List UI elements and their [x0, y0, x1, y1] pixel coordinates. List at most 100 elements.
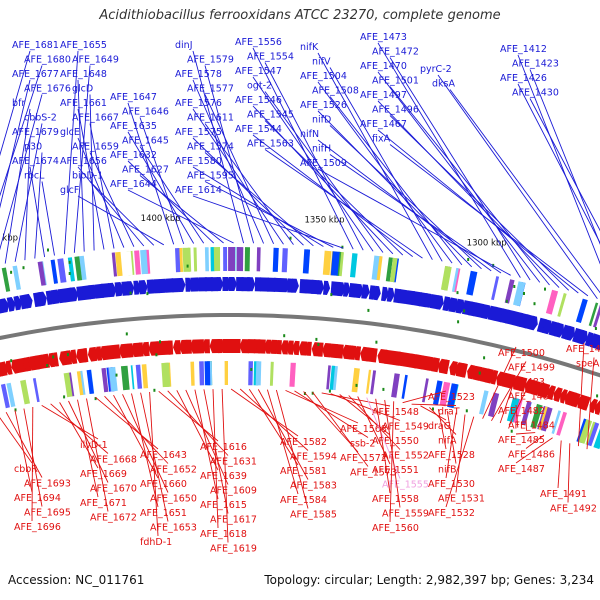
reverse-strand-feature-block [556, 411, 567, 436]
reverse-gene-label: nifA [438, 436, 457, 447]
reverse-gene-label: AFE_1573 [350, 468, 397, 479]
tick-mark [478, 371, 481, 375]
reverse-leader-line [445, 412, 457, 479]
reverse-strand-gene-arrow [347, 345, 357, 360]
reverse-strand-gene-arrow [490, 370, 499, 385]
forward-leader-line [264, 149, 423, 259]
forward-leader-line [89, 181, 155, 246]
forward-strand-gene-arrow [6, 297, 16, 312]
reverse-leader-line [140, 392, 169, 522]
tick-mark [159, 340, 161, 344]
reverse-strand-gene-arrow [530, 380, 541, 396]
forward-strand-gene-arrow [133, 280, 141, 295]
reverse-gene-label: AFE_1616 [200, 442, 247, 453]
reverse-gene-label: AFE_1694 [14, 493, 61, 504]
forward-gene-label: bioD-1 [72, 171, 103, 182]
reverse-leader-line [185, 389, 229, 485]
forward-gene-label: cbbS-2 [24, 113, 57, 124]
forward-gene-label: nifN [300, 129, 319, 140]
reverse-strand-feature-block [538, 406, 548, 431]
reverse-strand-feature-block [101, 367, 109, 393]
reverse-strand-gene-arrow [292, 340, 300, 356]
forward-gene-label: dksA [432, 79, 455, 90]
reverse-strand-gene-arrow [220, 339, 230, 353]
forward-leader-line [139, 117, 185, 245]
forward-strand-feature-block [451, 267, 459, 292]
tick-mark [375, 340, 378, 344]
tick-mark [22, 266, 25, 270]
reverse-leader-line [577, 342, 585, 447]
forward-gene-label: AFE_1577 [187, 84, 234, 95]
forward-leader-line [329, 96, 463, 266]
reverse-strand-gene-arrow [87, 346, 98, 362]
forward-leader-line [389, 144, 589, 297]
reverse-strand-feature-block [401, 374, 408, 399]
reverse-strand-gene-arrow [286, 340, 294, 355]
reverse-gene-label: AFE_1583 [290, 481, 337, 492]
forward-strand-feature-block [50, 259, 58, 284]
reverse-gene-label: AFE_1485 [498, 435, 545, 446]
reverse-gene-label: AFE_1531 [438, 494, 485, 505]
reverse-strand-feature-block [204, 361, 211, 386]
reverse-gene-label: AFE_1499 [508, 363, 555, 374]
forward-gene-label: AFE_1645 [122, 136, 169, 147]
reverse-leader-line [14, 410, 33, 493]
reverse-strand-feature-block [391, 373, 400, 398]
forward-leader-line [389, 57, 531, 281]
reverse-leader-line [557, 440, 562, 489]
forward-gene-label: AFE_1679 [12, 127, 59, 138]
reverse-strand-feature-block [199, 361, 205, 386]
forward-leader-line [127, 102, 175, 245]
reverse-gene-label: AFE_1660 [140, 479, 187, 490]
reverse-strand-feature-block [80, 370, 86, 395]
reverse-gene-label: AFE_1669 [80, 469, 127, 480]
forward-leader-line [204, 123, 294, 245]
reverse-gene-label: AFE_1696 [14, 522, 61, 533]
forward-leader-line [77, 195, 165, 246]
forward-strand-feature-block [223, 247, 228, 271]
forward-gene-label: AFE_1547 [235, 66, 282, 77]
forward-gene-label: AFE_1680 [24, 55, 71, 66]
reverse-strand-gene-arrow [125, 343, 134, 358]
reverse-leader-line [411, 403, 457, 406]
forward-leader-line [14, 123, 43, 262]
tick-mark [250, 368, 253, 371]
forward-gene-label: AFE_1509 [300, 158, 347, 169]
reverse-gene-label: AFE_1486 [508, 450, 555, 461]
tick-mark [330, 293, 333, 297]
reverse-strand-gene-arrow [264, 339, 272, 354]
reverse-strand-gene-arrow [426, 356, 434, 371]
forward-leader-line [529, 98, 600, 232]
reverse-leader-line [275, 389, 309, 509]
forward-strand-gene-arrow [448, 297, 459, 313]
reverse-leader-line [285, 389, 359, 424]
forward-leader-line [41, 181, 55, 256]
forward-strand-gene-arrow [323, 280, 331, 295]
forward-gene-label: AFE_1580 [175, 156, 222, 167]
tick-mark [596, 394, 599, 398]
tick-mark [63, 395, 66, 399]
reverse-strand-feature-block [269, 361, 274, 386]
forward-gene-label: rbcL [24, 171, 45, 182]
reverse-strand-feature-block [593, 428, 600, 450]
forward-leader-line [204, 65, 255, 244]
forward-leader-line [529, 69, 600, 245]
reverse-strand-gene-arrow [4, 360, 13, 375]
reverse-leader-line [86, 398, 109, 512]
forward-leader-line [127, 131, 195, 244]
reverse-gene-label: AFE_1671 [80, 498, 127, 509]
reverse-gene-label: AFE_1559 [382, 509, 429, 520]
reverse-strand-gene-arrow [518, 377, 528, 392]
reverse-strand-feature-block [141, 364, 149, 389]
forward-gene-label: nifD [312, 115, 331, 126]
forward-strand-gene-arrow [373, 285, 381, 301]
forward-strand-feature-block [175, 248, 181, 273]
reverse-strand-gene-arrow [197, 339, 205, 354]
forward-strand-feature-block [193, 247, 198, 272]
reverse-gene-label: AFE_1530 [428, 479, 475, 490]
reverse-gene-label: AFE_1582 [280, 437, 327, 448]
reverse-strand-feature-block [162, 362, 171, 387]
forward-leader-line [389, 115, 570, 291]
tick-mark [115, 373, 118, 377]
reverse-strand-gene-arrow [582, 396, 591, 411]
